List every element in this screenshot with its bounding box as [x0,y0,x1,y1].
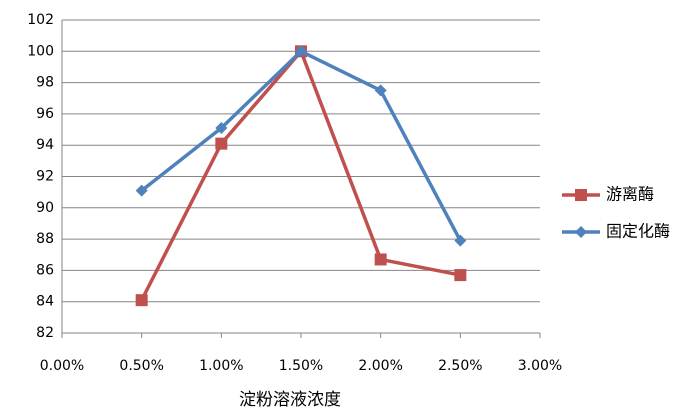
data-point [454,234,467,247]
series-line [140,49,462,242]
series-line [140,49,461,301]
data-point [295,45,307,58]
x-tick-label: 2.50% [438,358,482,374]
x-tick-label: 3.00% [518,358,562,374]
legend-label: 固定化酶 [606,222,670,241]
y-tick-label: 102 [27,12,54,28]
y-tick-label: 96 [36,106,54,122]
y-tick-label: 100 [27,43,54,59]
y-tick-label: 86 [36,262,54,278]
x-tick-label: 0.00% [40,358,84,374]
y-tick-label: 84 [36,294,54,310]
legend-marker [575,189,587,201]
data-point [374,253,387,266]
legend-marker [575,226,587,238]
legend-label: 游离酶 [606,185,654,204]
x-axis-label: 淀粉溶液浓度 [239,390,341,410]
data-point [215,137,228,150]
x-tick-label: 1.00% [199,358,243,374]
y-tick-label: 98 [36,75,54,91]
y-tick-label: 88 [36,231,54,247]
data-point [454,269,467,282]
x-tick-label: 2.00% [358,358,402,374]
data-point [135,184,148,197]
data-point [135,294,148,307]
x-tick-label: 1.50% [279,358,323,374]
y-tick-label: 90 [36,200,54,216]
y-tick-label: 92 [36,169,54,185]
data-point [374,84,387,97]
x-tick-label: 0.50% [119,358,163,374]
y-tick-label: 82 [36,325,54,341]
data-point [215,121,228,134]
y-tick-label: 94 [36,137,54,153]
